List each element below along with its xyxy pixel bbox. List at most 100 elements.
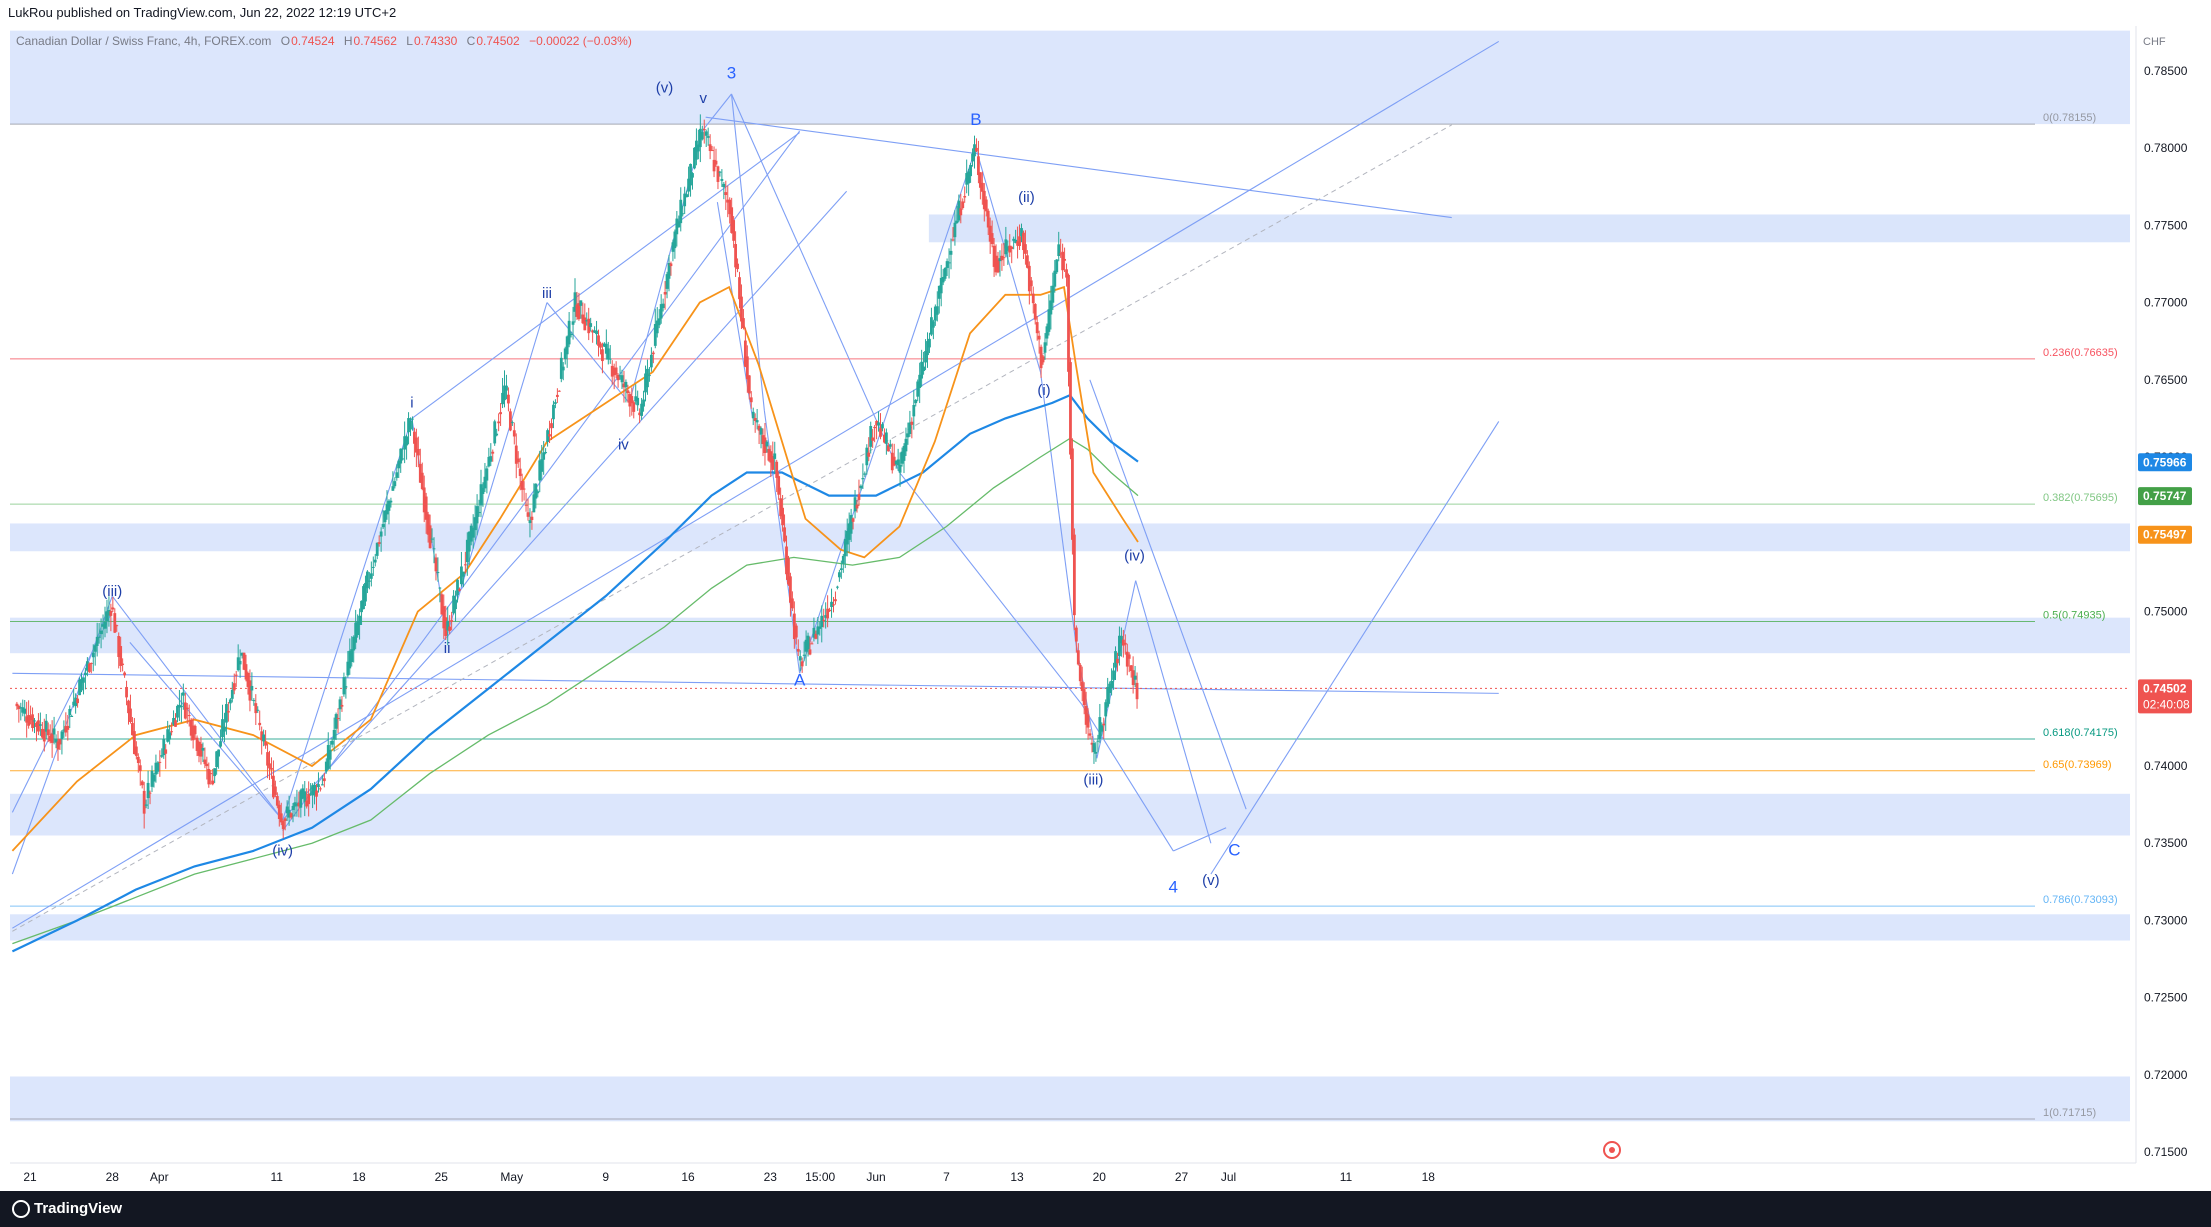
fib-label: 0.65(0.73969) (2043, 759, 2112, 771)
candle-body (401, 458, 405, 460)
price-tag (2138, 453, 2192, 472)
candle-body (926, 341, 929, 356)
candle-body (240, 652, 244, 656)
candle-body (963, 196, 967, 198)
candle-body (1010, 246, 1014, 249)
candle-body (834, 599, 837, 602)
x-tick-label: 25 (435, 1170, 449, 1184)
candle-body (452, 595, 455, 614)
price-tag-label: 0.75966 (2143, 455, 2187, 469)
candle-body (1106, 686, 1110, 707)
x-tick-label: 16 (681, 1170, 695, 1184)
candle-body (571, 321, 575, 325)
candle-body (503, 385, 506, 401)
candle-body (828, 609, 831, 612)
candle-body (875, 421, 878, 426)
candle-body (248, 680, 252, 701)
candle-body (798, 656, 802, 661)
zone-box (10, 1076, 2130, 1122)
candle-body (977, 156, 980, 176)
candle-body (986, 210, 990, 228)
candle-body (146, 782, 150, 799)
candle-body (166, 729, 170, 742)
candle-body (48, 735, 52, 742)
candle-body (324, 761, 328, 772)
fib-label: 0.786(0.73093) (2043, 894, 2118, 906)
candle-body (499, 412, 502, 415)
candle-body (867, 452, 871, 457)
candle-body (242, 652, 246, 670)
price-chart[interactable]: 0(0.78155) 0.236(0.76635) 0.382(0.75695) 0.… (0, 0, 2211, 1191)
candle-body (951, 239, 955, 241)
candle-body (628, 394, 632, 407)
candle-body (319, 788, 322, 790)
candle-body (87, 663, 91, 672)
candle-body (518, 468, 522, 476)
candle-body (336, 718, 340, 720)
candle-body (348, 650, 352, 669)
candle-body (68, 708, 72, 716)
candle-body (814, 633, 818, 639)
alert-icon (1603, 1141, 1621, 1159)
y-tick-label: 0.73000 (2144, 913, 2188, 927)
candle-body (1080, 681, 1084, 691)
candle-body (583, 317, 587, 331)
candle-body (783, 527, 786, 542)
candle-body (93, 645, 97, 652)
candle-body (185, 707, 189, 710)
candle-body (1096, 740, 1100, 742)
x-tick-label: 9 (602, 1170, 609, 1184)
candle-body (771, 455, 775, 470)
candle-body (698, 128, 702, 148)
candle-body (720, 178, 724, 181)
candle-body (953, 222, 957, 238)
wave-label: (v) (1202, 872, 1220, 889)
candle-body (140, 781, 144, 786)
candle-body (1123, 642, 1127, 645)
candle-body (618, 375, 622, 377)
candle-body (886, 445, 890, 452)
candle-body (546, 430, 549, 442)
candle-body (1055, 259, 1059, 273)
candle-body (23, 708, 27, 714)
candle-body (657, 318, 661, 326)
candle-body (640, 403, 643, 416)
candle-body (757, 425, 761, 431)
candle-body (540, 459, 544, 472)
price-tag (2138, 525, 2192, 544)
candle-body (894, 460, 898, 465)
candle-body (700, 132, 704, 140)
candle-body (565, 336, 569, 355)
candle-body (691, 173, 694, 178)
candle-body (467, 531, 471, 552)
candle-body (536, 491, 540, 494)
candle-body (669, 263, 673, 267)
candle-body (379, 531, 383, 537)
candle-body (573, 292, 577, 312)
x-tick-label: Apr (150, 1170, 169, 1184)
candle-body (608, 358, 612, 360)
candle-body (577, 303, 581, 320)
candle-body (734, 244, 737, 268)
candle-body (1006, 246, 1010, 251)
candle-body (555, 394, 559, 397)
wave-label: A (794, 671, 806, 690)
candle-body (162, 738, 166, 756)
candle-body (687, 178, 690, 192)
candle-body (789, 576, 792, 603)
candle-body (131, 723, 134, 736)
candle-body (585, 320, 589, 322)
candle-body (352, 636, 356, 651)
candle-body (843, 539, 847, 557)
candle-body (256, 709, 260, 711)
axis-layer: CHF 0.78500 0.78000 0.77500 0.77000 0.76500 0.… (10, 26, 2211, 1191)
alert-icon-dot (1609, 1147, 1615, 1153)
y-tick-label: 0.72000 (2144, 1068, 2188, 1082)
ema-orange-line (11, 285, 1139, 852)
candle-body (1094, 751, 1098, 754)
candle-body (845, 530, 849, 545)
candle-body (358, 615, 361, 625)
candle-body (152, 775, 156, 782)
trend-line (12, 40, 1500, 929)
candle-body (890, 452, 894, 471)
